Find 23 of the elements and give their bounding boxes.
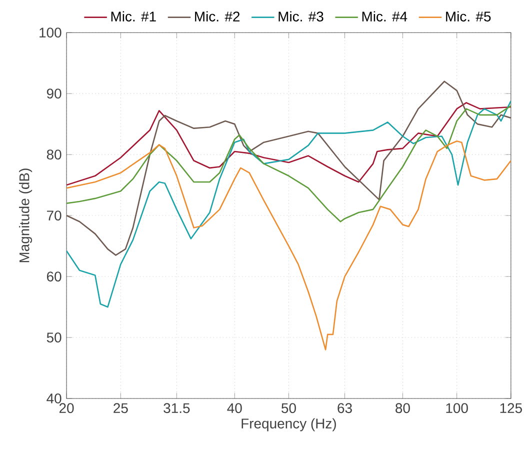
y-tick-label: 40	[46, 394, 62, 404]
x-tick-label: 25	[114, 403, 128, 414]
x-tick-label: 80	[396, 403, 410, 414]
x-tick-label: 50	[282, 403, 296, 414]
x-tick-label: 100	[446, 403, 468, 414]
x-axis-title: Frequency (Hz)	[242, 418, 336, 432]
y-axis-title: Magnitude (dB)	[19, 168, 32, 262]
x-tick-label: 125	[500, 403, 522, 414]
legend-label: Mic. #3	[278, 11, 324, 22]
x-tick-label: 40	[227, 403, 242, 414]
y-tick-label: 60	[47, 272, 62, 282]
x-tick-label: 20	[59, 403, 74, 414]
legend-label: Mic. #4	[362, 11, 408, 22]
y-tick-label: 70	[47, 210, 62, 220]
y-tick-label: 80	[46, 150, 62, 160]
y-tick-label: 50	[46, 332, 62, 342]
y-tick-label: 90	[46, 88, 62, 99]
y-tick-label: 100	[40, 28, 62, 38]
legend-label: Mic. #5	[446, 11, 491, 22]
x-tick-label: 63	[338, 403, 352, 414]
legend-label: Mic. #1	[111, 11, 156, 22]
legend-label: Mic. #2	[195, 11, 240, 22]
x-tick-label: 31.5	[164, 403, 190, 414]
